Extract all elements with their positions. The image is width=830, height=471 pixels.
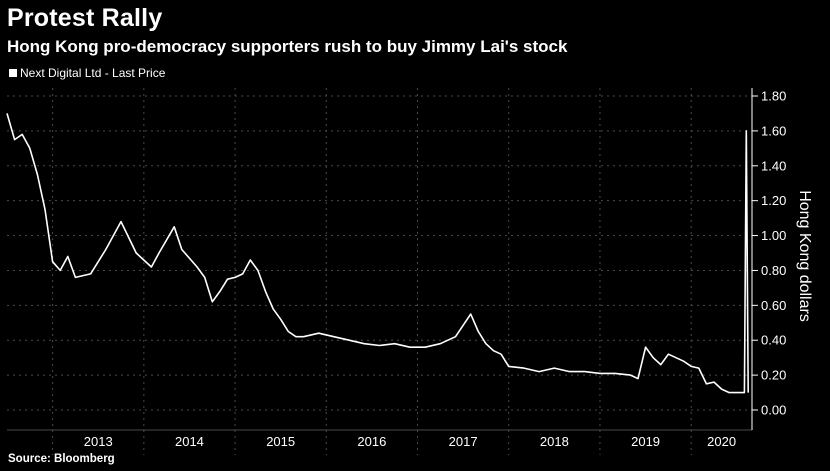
x-tick-label: 2019 — [631, 434, 660, 449]
series-layer — [6, 113, 749, 394]
y-axis: 0.00 0.20 0.40 0.60 0.80 1.00 1.20 1.40 1.60 1.80 — [751, 88, 786, 430]
x-axis: 2013 2014 2015 2016 2017 2018 2019 2020 — [7, 429, 752, 449]
x-tick-label: 2016 — [357, 434, 386, 449]
y-tick-label: 0.00 — [761, 403, 786, 418]
legend: Next Digital Ltd - Last Price — [9, 66, 165, 80]
y-tick-label: 1.80 — [761, 89, 786, 104]
grid — [7, 88, 752, 455]
chart-subtitle: Hong Kong pro-democracy supporters rush … — [7, 37, 568, 56]
series-line — [6, 113, 749, 394]
y-tick-label: 0.80 — [761, 263, 786, 278]
chart-title: Protest Rally — [7, 4, 163, 32]
x-tick-label: 2015 — [266, 434, 295, 449]
y-tick-label: 0.40 — [761, 333, 786, 348]
y-axis-label: Hong Kong dollars — [796, 190, 813, 322]
y-tick-label: 1.00 — [761, 228, 786, 243]
y-tick-label: 1.60 — [761, 123, 786, 138]
source-note: Source: Bloomberg — [8, 453, 115, 465]
y-tick-label: 0.20 — [761, 368, 786, 383]
y-tick-label: 0.60 — [761, 298, 786, 313]
x-tick-label: 2018 — [540, 434, 569, 449]
y-tick-label: 1.20 — [761, 193, 786, 208]
x-tick-label: 2013 — [84, 434, 113, 449]
legend-label: Next Digital Ltd - Last Price — [20, 66, 166, 80]
y-tick-label: 1.40 — [761, 158, 786, 173]
x-tick-label: 2017 — [449, 434, 478, 449]
x-tick-label: 2014 — [175, 434, 204, 449]
legend-swatch — [9, 69, 17, 77]
x-tick-label: 2020 — [707, 434, 736, 449]
